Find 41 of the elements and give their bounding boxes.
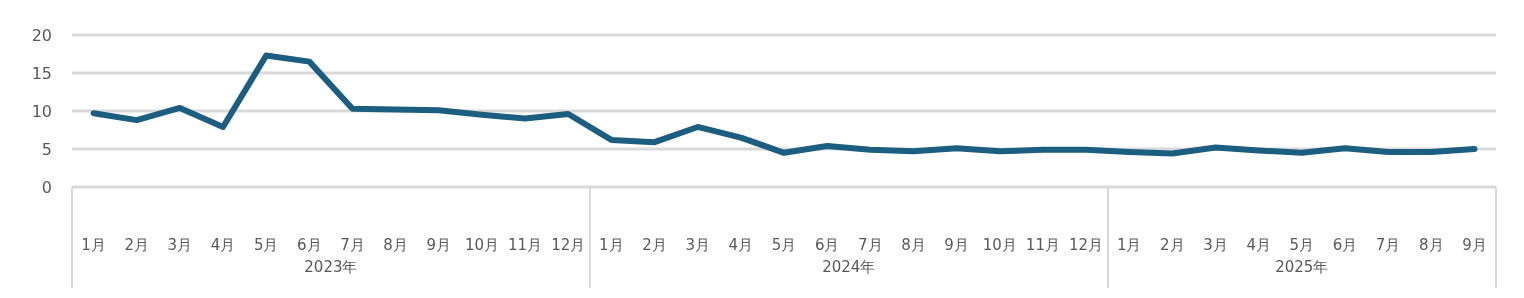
x-tick-label: 8月	[1419, 235, 1444, 254]
x-tick-label: 2月	[124, 235, 149, 254]
x-tick-label: 10月	[982, 235, 1017, 254]
x-tick-label: 1月	[81, 235, 106, 254]
x-tick-label: 4月	[1246, 235, 1271, 254]
text: 2023年	[303, 258, 359, 277]
x-tick-label: 2月	[1160, 235, 1185, 254]
x-tick-label: 5月	[771, 235, 797, 254]
x-tick-label: 7月	[858, 235, 883, 254]
text: 2024年	[821, 258, 877, 277]
x-tick-label: 11月	[508, 235, 543, 254]
x-tick-label: 5月	[1289, 235, 1315, 254]
x-tick-label: 9月	[426, 235, 452, 254]
x-tick-label: 7月	[340, 235, 365, 254]
x-tick-label: 6月	[814, 235, 840, 254]
x-tick-label: 3月	[167, 235, 193, 254]
y-tick-label: 5	[41, 139, 52, 159]
y-tick-label: 20	[31, 25, 52, 45]
x-tick-label: 10月	[464, 235, 499, 254]
y-tick-label: 10	[31, 101, 52, 121]
x-tick-label: 6月	[297, 235, 322, 254]
y-tick-label: 0	[41, 177, 52, 197]
y-tick-label: 15	[31, 63, 52, 83]
text: 2025年	[1274, 258, 1330, 277]
x-tick-label: 6月	[1332, 235, 1358, 254]
x-tick-label: 4月	[728, 235, 754, 254]
x-tick-label: 1月	[1116, 235, 1142, 254]
x-tick-label: 1月	[599, 235, 624, 254]
x-tick-label: 3月	[685, 235, 710, 254]
x-tick-label: 9月	[1462, 235, 1487, 254]
x-tick-label: 8月	[383, 235, 408, 254]
x-tick-label: 3月	[1203, 235, 1228, 254]
x-tick-label: 8月	[901, 235, 926, 254]
x-tick-label: 5月	[253, 235, 279, 254]
x-tick-label: 9月	[944, 235, 969, 254]
x-tick-label: 12月	[1069, 235, 1104, 254]
x-tick-label: 11月	[1025, 235, 1060, 254]
x-tick-label: 4月	[210, 235, 236, 254]
x-tick-label: 7月	[1375, 235, 1401, 254]
x-tick-label: 2月	[642, 235, 667, 254]
x-tick-label: 12月	[551, 235, 586, 254]
